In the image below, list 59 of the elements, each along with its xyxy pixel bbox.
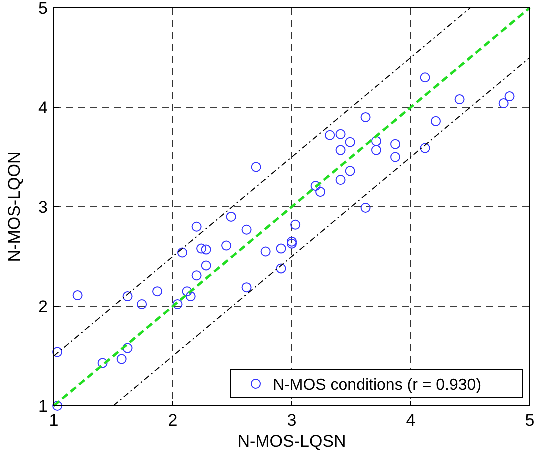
y-tick-label: 1: [38, 397, 48, 416]
point: [420, 72, 430, 83]
y-tick-label: 5: [38, 0, 48, 18]
x-tick-label: 5: [525, 411, 535, 430]
point: [201, 244, 212, 255]
point: [310, 181, 321, 192]
point: [122, 343, 133, 354]
point: [52, 401, 63, 411]
point: [325, 130, 336, 140]
point: [276, 244, 286, 254]
point: [345, 166, 356, 176]
point: [336, 145, 346, 156]
point: [52, 347, 63, 358]
point: [454, 94, 465, 105]
point: [371, 136, 382, 146]
point: [226, 212, 236, 222]
y-tick-label: 4: [38, 98, 48, 118]
point: [498, 98, 509, 109]
point: [116, 354, 127, 364]
point: [186, 292, 196, 302]
point: [345, 137, 356, 148]
point: [192, 270, 202, 281]
point: [222, 240, 232, 251]
point: [251, 162, 262, 172]
point: [178, 248, 188, 258]
point: [152, 286, 163, 297]
point: [182, 286, 192, 297]
point: [201, 260, 212, 271]
point: [390, 139, 401, 150]
point: [172, 300, 183, 310]
point: [242, 282, 252, 293]
x-tick-label: 4: [406, 411, 416, 430]
point: [336, 175, 346, 186]
point: [242, 224, 252, 235]
point: [390, 152, 401, 162]
point: [336, 129, 346, 140]
point: [137, 300, 148, 310]
legend-label: N-MOS conditions (r = 0.930): [273, 377, 482, 394]
point: [430, 116, 441, 126]
point: [122, 292, 133, 302]
point: [98, 358, 108, 368]
x-axis-title: N-MOS-LQSN: [238, 432, 346, 451]
point: [360, 202, 371, 213]
point: [420, 143, 430, 154]
y-tick-label: 3: [38, 198, 48, 217]
point: [504, 92, 515, 102]
y-tick-label: 2: [38, 298, 48, 316]
y-axis-title: N-MOS-LQON: [5, 152, 24, 262]
point: [276, 264, 286, 274]
x-tick-label: 2: [168, 411, 178, 430]
point: [371, 145, 382, 156]
point: [360, 112, 371, 122]
x-tick-label: 3: [287, 411, 297, 430]
point: [316, 187, 326, 198]
point: [72, 290, 83, 301]
point: [290, 220, 301, 230]
point: [192, 222, 202, 232]
point: [260, 246, 271, 257]
point: [196, 244, 207, 254]
